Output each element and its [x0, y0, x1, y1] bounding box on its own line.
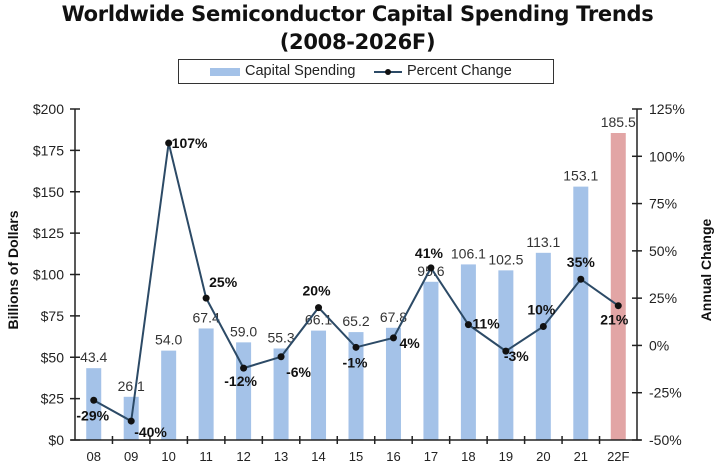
x-tick-label: 22F: [607, 449, 629, 463]
percent-change-label: 25%: [209, 274, 238, 290]
percent-change-marker-20: [539, 323, 547, 331]
bar-value-label: 113.1: [526, 234, 560, 250]
bar-value-label: 106.1: [451, 245, 486, 261]
legend-swatch-capital-spending: [210, 68, 240, 76]
x-tick-label: 14: [311, 449, 325, 463]
percent-change-marker-09: [127, 417, 135, 425]
percent-change-marker-22F: [614, 302, 622, 310]
bar-value-label: 26.1: [118, 378, 145, 394]
y-tick-label-left: $150: [33, 184, 64, 200]
percent-change-marker-15: [352, 343, 360, 351]
percent-change-label: -12%: [224, 373, 257, 389]
bar-value-label: 65.2: [342, 313, 369, 329]
percent-change-marker-12: [240, 364, 248, 372]
percent-change-label: -1%: [343, 354, 368, 370]
percent-change-marker-13: [277, 353, 285, 361]
percent-change-marker-11: [202, 294, 210, 302]
bar-value-label: 67.8: [380, 309, 407, 325]
bar-value-label: 59.0: [230, 323, 257, 339]
x-tick-label: 17: [424, 449, 438, 463]
bar-20: [535, 252, 551, 440]
bar-value-label: 153.1: [563, 168, 598, 184]
chart-title: Worldwide Semiconductor Capital Spending…: [61, 2, 654, 26]
percent-change-label: -29%: [76, 407, 109, 423]
percent-change-label: 4%: [399, 335, 420, 351]
percent-change-label: 21%: [600, 312, 629, 328]
y-tick-label-right: 75%: [649, 196, 677, 212]
y-tick-label-left: $0: [48, 432, 64, 448]
x-tick-label: 16: [386, 449, 400, 463]
percent-change-marker-14: [315, 304, 323, 312]
percent-change-label: -6%: [286, 364, 311, 380]
x-tick-label: 19: [499, 449, 513, 463]
y-tick-label-left: $100: [33, 267, 64, 283]
bar-17: [423, 281, 439, 440]
y-tick-label-right: 25%: [649, 290, 677, 306]
bar-value-label: 55.3: [267, 329, 294, 345]
y-tick-label-left: $75: [41, 308, 65, 324]
y-tick-label-right: -50%: [649, 432, 682, 448]
bar-value-label: 102.5: [488, 251, 523, 267]
x-tick-label: 09: [124, 449, 138, 463]
bar-18: [460, 264, 476, 440]
bar-22F: [610, 132, 626, 440]
x-tick-label: 12: [236, 449, 250, 463]
x-tick-label: 18: [461, 449, 475, 463]
y-tick-label-right: 125%: [649, 101, 685, 117]
x-tick-label: 08: [86, 449, 100, 463]
percent-change-label: -3%: [504, 348, 529, 364]
y-tick-label-left: $175: [33, 142, 64, 158]
y-tick-label-right: 100%: [649, 148, 685, 164]
x-tick-label: 13: [274, 449, 288, 463]
bar-value-label: 67.4: [193, 309, 220, 325]
percent-change-label: 10%: [527, 302, 556, 318]
chart-subtitle: (2008-2026F): [279, 30, 436, 54]
bar-value-label: 54.0: [155, 332, 182, 348]
bar-21: [573, 186, 589, 440]
percent-change-marker-21: [577, 275, 585, 283]
legend-label-capital-spending: Capital Spending: [245, 63, 356, 79]
bar-14: [311, 330, 327, 440]
percent-change-label: 11%: [472, 316, 500, 332]
bar-value-label: 185.5: [601, 114, 636, 130]
legend: Capital Spending Percent Change: [178, 59, 554, 84]
percent-change-marker-17: [427, 264, 435, 272]
x-tick-label: 20: [536, 449, 550, 463]
percent-change-marker-08: [90, 396, 98, 404]
percent-change-label: 20%: [303, 283, 332, 299]
y-tick-label-left: $125: [33, 225, 64, 241]
percent-change-label: -40%: [134, 424, 167, 440]
x-tick-label: 11: [199, 449, 213, 463]
y-tick-label-right: -25%: [649, 385, 682, 401]
percent-change-marker-10: [165, 139, 173, 147]
bar-value-label: 43.4: [80, 349, 107, 365]
bar-19: [498, 270, 514, 440]
percent-change-label: 35%: [567, 254, 596, 270]
percent-change-marker-18: [464, 321, 472, 329]
bar-11: [198, 328, 214, 440]
bar-10: [161, 350, 177, 440]
percent-change-marker-16: [389, 334, 397, 342]
x-tick-label: 15: [349, 449, 363, 463]
y-tick-label-right: 0%: [649, 337, 669, 353]
legend-label-percent-change: Percent Change: [407, 63, 512, 79]
y-tick-label-left: $200: [33, 101, 64, 117]
bar-13: [273, 348, 289, 440]
x-tick-label: 21: [574, 449, 588, 463]
y-tick-label-left: $25: [41, 391, 65, 407]
bar-16: [385, 327, 401, 440]
x-tick-label: 10: [161, 449, 175, 463]
bar-08: [86, 368, 102, 440]
percent-change-label: 107%: [172, 135, 208, 151]
y-tick-label-right: 50%: [649, 243, 677, 259]
y-tick-label-left: $50: [41, 349, 65, 365]
percent-change-marker-19: [502, 347, 510, 355]
legend-swatch-percent-change-marker: [385, 69, 391, 75]
bar-15: [348, 332, 364, 440]
percent-change-label: 41%: [415, 245, 444, 261]
